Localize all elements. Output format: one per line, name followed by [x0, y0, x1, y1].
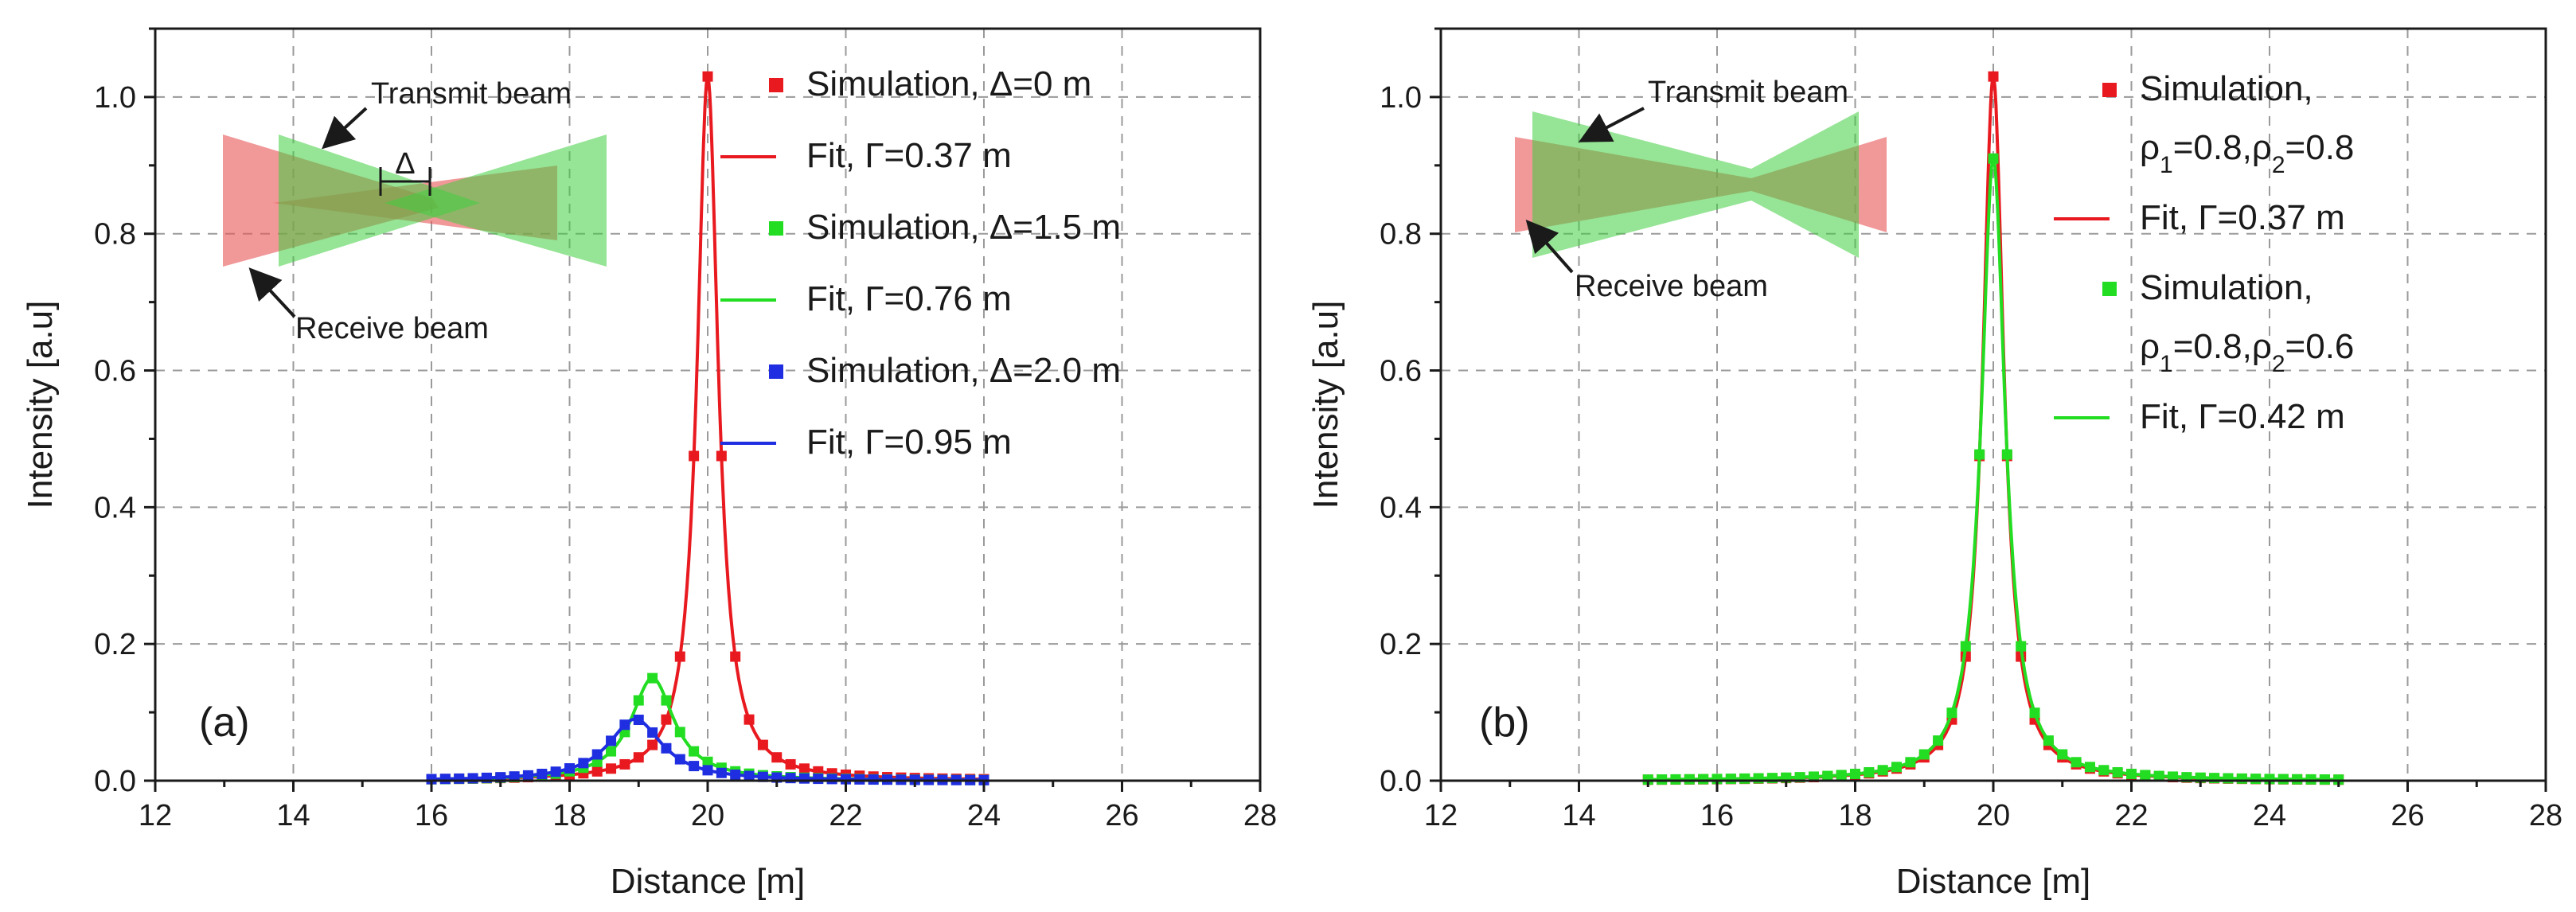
legend-label: Simulation, Δ=0 m — [806, 64, 1091, 103]
y-tick-label: 0.0 — [1380, 765, 1422, 798]
legend-item: Fit, Γ=0.37 m — [2054, 198, 2345, 237]
x-tick-label: 22 — [2114, 799, 2148, 832]
x-tick-label: 18 — [1838, 799, 1872, 832]
transmit-beam-label: Transmit beam — [1648, 76, 1848, 109]
y-tick-label: 1.0 — [94, 81, 136, 115]
y-axis: 0.0 0.2 0.4 0.6 0.8 1.0 — [1380, 27, 1441, 798]
x-axis: 12 14 16 18 20 22 24 26 28 — [139, 781, 1277, 832]
x-tick-label: 16 — [1700, 799, 1734, 832]
y-tick-label: 0.2 — [94, 628, 136, 661]
panel-a: Δ Transmit beam Receive beam 12 14 16 18 20 22 24… — [21, 27, 1277, 901]
x-tick-label: 12 — [139, 799, 172, 832]
y-axis-title: Intensity [a.u] — [21, 301, 60, 509]
x-tick-label: 12 — [1424, 799, 1458, 832]
legend-marker-square — [769, 78, 783, 92]
legend-label: Fit, Γ=0.37 m — [806, 136, 1012, 175]
legend-marker-square — [769, 364, 783, 379]
x-tick-label: 28 — [1243, 799, 1277, 832]
y-tick-label: 0.0 — [94, 765, 136, 798]
legend-item: Fit, Γ=0.95 m — [720, 423, 1012, 462]
legend-label: ρ1=0.8,ρ2=0.6 — [2140, 327, 2354, 377]
panel-label: (b) — [1479, 700, 1530, 746]
gridlines — [1441, 29, 2546, 781]
y-axis: 0.0 0.2 0.4 0.6 0.8 1.0 — [94, 27, 155, 798]
receive-beam-label: Receive beam — [295, 312, 489, 345]
panel-label: (a) — [199, 700, 250, 746]
x-tick-label: 26 — [2391, 799, 2424, 832]
legend-label: Simulation, Δ=2.0 m — [806, 351, 1121, 390]
transmit-beam-shape — [1532, 111, 1859, 258]
x-tick-label: 20 — [1977, 799, 2010, 832]
x-tick-label: 14 — [1562, 799, 1595, 832]
transmit-beam-right — [384, 134, 607, 267]
panel-b: Transmit beam Receive beam 12 14 16 18 20 22 24 2… — [1306, 27, 2562, 901]
x-tick-label: 22 — [829, 799, 862, 832]
series-3 — [1648, 154, 2339, 781]
legend-label: Fit, Γ=0.76 m — [806, 279, 1012, 318]
x-axis: 12 14 16 18 20 22 24 26 28 — [1424, 781, 2562, 832]
x-axis-title: Distance [m] — [611, 862, 806, 901]
y-tick-label: 0.6 — [94, 355, 136, 388]
legend-item: Fit, Γ=0.42 m — [2054, 397, 2345, 436]
legend: Simulation, ρ1=0.8,ρ2=0.8 Fit, Γ=0.37 m Sim… — [2054, 69, 2354, 436]
x-tick-label: 18 — [552, 799, 586, 832]
receive-arrow — [1525, 220, 1574, 274]
legend-item: Simulation, Δ=2.0 m — [769, 351, 1121, 390]
legend-item: Simulation, Δ=1.5 m — [769, 208, 1121, 247]
y-tick-label: 1.0 — [1380, 81, 1422, 115]
legend-label: Fit, Γ=0.37 m — [2140, 198, 2345, 237]
legend-item: Simulation, Δ=0 m — [769, 64, 1091, 103]
x-tick-label: 20 — [691, 799, 724, 832]
y-tick-label: 0.2 — [1380, 628, 1422, 661]
legend-marker-square — [769, 221, 783, 236]
gridlines — [155, 29, 1260, 781]
x-tick-label: 24 — [2253, 799, 2286, 832]
transmit-arrow — [322, 107, 368, 150]
offset-label: Δ — [395, 147, 415, 181]
legend-item: Fit, Γ=0.37 m — [720, 136, 1012, 175]
x-tick-label: 26 — [1105, 799, 1138, 832]
legend-label: ρ1=0.8,ρ2=0.8 — [2140, 128, 2354, 178]
beam-inset: Δ Transmit beam Receive beam — [223, 77, 607, 345]
legend-marker-square — [2102, 83, 2117, 97]
x-tick-label: 14 — [276, 799, 310, 832]
y-axis-title: Intensity [a.u] — [1306, 301, 1345, 509]
transmit-beam-label: Transmit beam — [371, 77, 572, 111]
legend-label: Fit, Γ=0.42 m — [2140, 397, 2345, 436]
legend-item: Fit, Γ=0.76 m — [720, 279, 1012, 318]
receive-arrow — [248, 267, 296, 318]
legend-label: Simulation, — [2140, 268, 2313, 307]
x-axis-title: Distance [m] — [1896, 862, 2091, 901]
fit-line — [1648, 154, 2339, 781]
legend-item: Simulation, ρ1=0.8,ρ2=0.6 — [2102, 268, 2354, 377]
transmit-arrow — [1578, 107, 1645, 142]
legend-label: Simulation, Δ=1.5 m — [806, 208, 1121, 247]
y-tick-label: 0.8 — [1380, 218, 1422, 251]
beam-inset: Transmit beam Receive beam — [1515, 76, 1887, 303]
y-tick-label: 0.4 — [1380, 491, 1422, 524]
y-tick-label: 0.8 — [94, 218, 136, 251]
transmit-beam-left — [279, 134, 480, 267]
legend-marker-square — [2102, 282, 2117, 296]
y-tick-label: 0.6 — [1380, 355, 1422, 388]
legend-item: Simulation, ρ1=0.8,ρ2=0.8 — [2102, 69, 2354, 178]
legend: Simulation, Δ=0 m Fit, Γ=0.37 m Simulation… — [720, 64, 1121, 462]
x-tick-label: 28 — [2529, 799, 2562, 832]
receive-beam-label: Receive beam — [1575, 270, 1768, 303]
y-tick-label: 0.4 — [94, 491, 136, 524]
x-tick-label: 24 — [967, 799, 1001, 832]
x-tick-label: 16 — [415, 799, 448, 832]
legend-label: Fit, Γ=0.95 m — [806, 423, 1012, 462]
legend-label: Simulation, — [2140, 69, 2313, 108]
